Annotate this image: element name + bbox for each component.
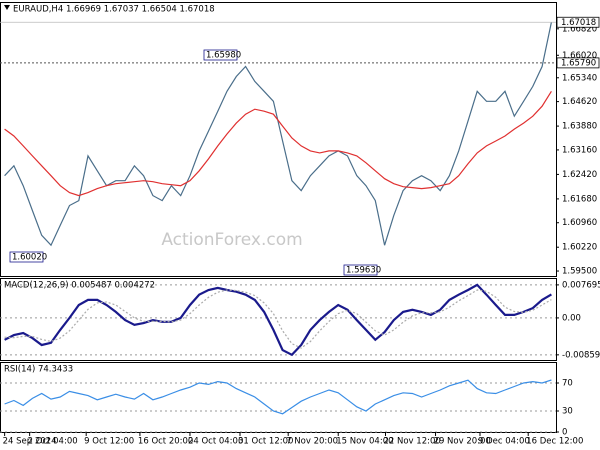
annotation-box: [203, 49, 238, 61]
y-tick-label: 1.65340: [562, 73, 597, 83]
y-tick-label: -0.008599: [562, 350, 600, 360]
y-tick-label: 1.59500: [562, 267, 597, 277]
y-tick-label: 1.62420: [562, 170, 597, 180]
y-tick-label: 30: [562, 407, 573, 417]
annotation: 1.59630: [346, 266, 381, 276]
y-tick-label: 1.63160: [562, 145, 597, 155]
panel-frame: [0, 362, 557, 433]
series-line: [4, 379, 552, 415]
panel-title: MACD(12,26,9) 0.005487 0.004272: [4, 281, 155, 291]
y-tick-label: 1.66020: [562, 51, 597, 61]
x-tick-label: 9 Oct 12:00: [84, 437, 134, 447]
x-tick-label: 15 Nov 04:00: [336, 437, 393, 447]
series-line: [4, 90, 552, 197]
price-box-label: 1.65790: [561, 58, 596, 68]
x-tick-label: 24 Oct 04:00: [188, 437, 243, 447]
y-tick-label: 0.00: [562, 313, 581, 323]
watermark: ActionForex.com: [161, 230, 302, 250]
y-tick-label: 1.61680: [562, 194, 597, 204]
price-box: [556, 16, 600, 28]
y-tick-label: 1.60960: [562, 218, 597, 228]
annotation-box: [343, 264, 378, 276]
menu-arrow: [4, 5, 10, 10]
panel-frame: [0, 278, 557, 361]
x-tick-label: 31 Oct 12:00: [238, 437, 293, 447]
x-tick-label: 16 Dec 12:00: [526, 437, 583, 447]
panel-frame: [0, 2, 557, 277]
annotation: 1.65980: [206, 51, 241, 61]
x-tick-label: 24 Sep 2024: [3, 437, 57, 447]
y-tick-label: 0: [562, 428, 567, 438]
x-tick-label: 9 Dec 04:00: [478, 437, 530, 447]
y-tick-label: 1.63880: [562, 122, 597, 132]
y-tick-label: 0.007695: [562, 280, 600, 290]
x-tick-label: 29 Nov 20:00: [434, 437, 491, 447]
x-tick-label: 2 Oct 04:00: [28, 437, 78, 447]
series-line: [4, 22, 552, 247]
price-box-label: 1.67018: [561, 18, 596, 28]
series-line: [4, 289, 552, 349]
annotation-box: [9, 251, 44, 263]
x-tick-label: 16 Oct 20:00: [138, 437, 193, 447]
price-box: [556, 57, 600, 69]
x-tick-label: 22 Nov 12:00: [383, 437, 440, 447]
y-tick-label: 70: [562, 379, 573, 389]
y-tick-label: 1.60220: [562, 243, 597, 253]
series-line: [4, 283, 552, 357]
x-tick-label: 7 Nov 20:00: [286, 437, 338, 447]
panel-title: RSI(14) 74.3433: [4, 365, 73, 375]
annotation: 1.60020: [12, 253, 47, 263]
y-tick-label: 1.64620: [562, 97, 597, 107]
panel-title: EURAUD,H4 1.66969 1.67037 1.66504 1.6701…: [13, 5, 215, 15]
y-tick-label: 1.66820: [562, 24, 597, 34]
